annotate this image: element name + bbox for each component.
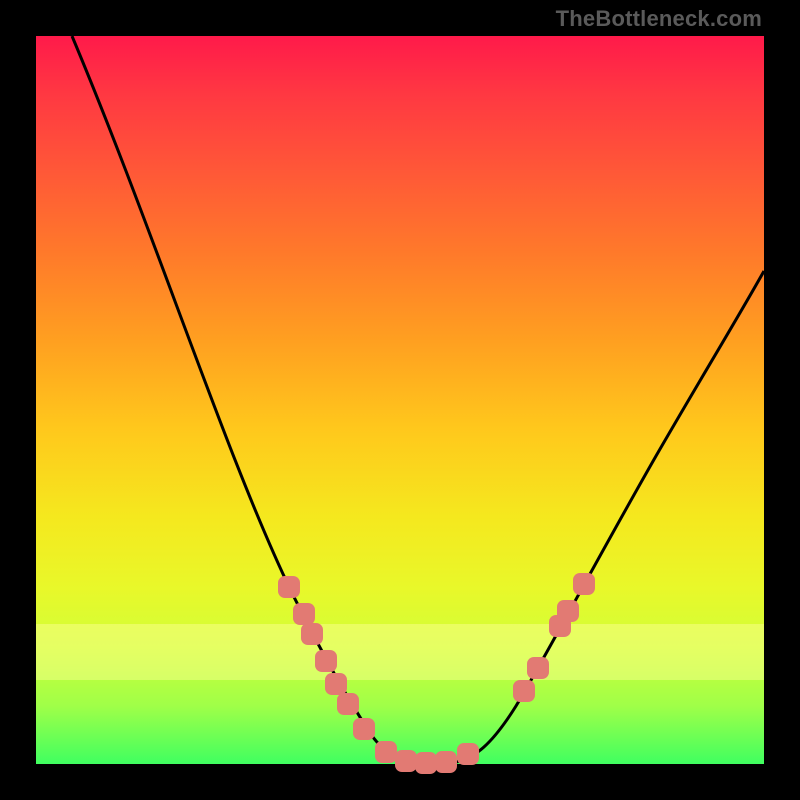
data-marker [415,752,437,774]
data-marker [278,576,300,598]
data-marker [353,718,375,740]
data-marker [337,693,359,715]
watermark-text: TheBottleneck.com [556,6,762,32]
data-marker [315,650,337,672]
curve-path [72,36,764,764]
data-marker [293,603,315,625]
data-marker [395,750,417,772]
data-marker [457,743,479,765]
data-marker [301,623,323,645]
bottleneck-curve [36,36,764,764]
plot-area [36,36,764,764]
data-marker [557,600,579,622]
data-marker [573,573,595,595]
data-marker [435,751,457,773]
data-marker [325,673,347,695]
data-marker [375,741,397,763]
data-marker [527,657,549,679]
data-marker [513,680,535,702]
